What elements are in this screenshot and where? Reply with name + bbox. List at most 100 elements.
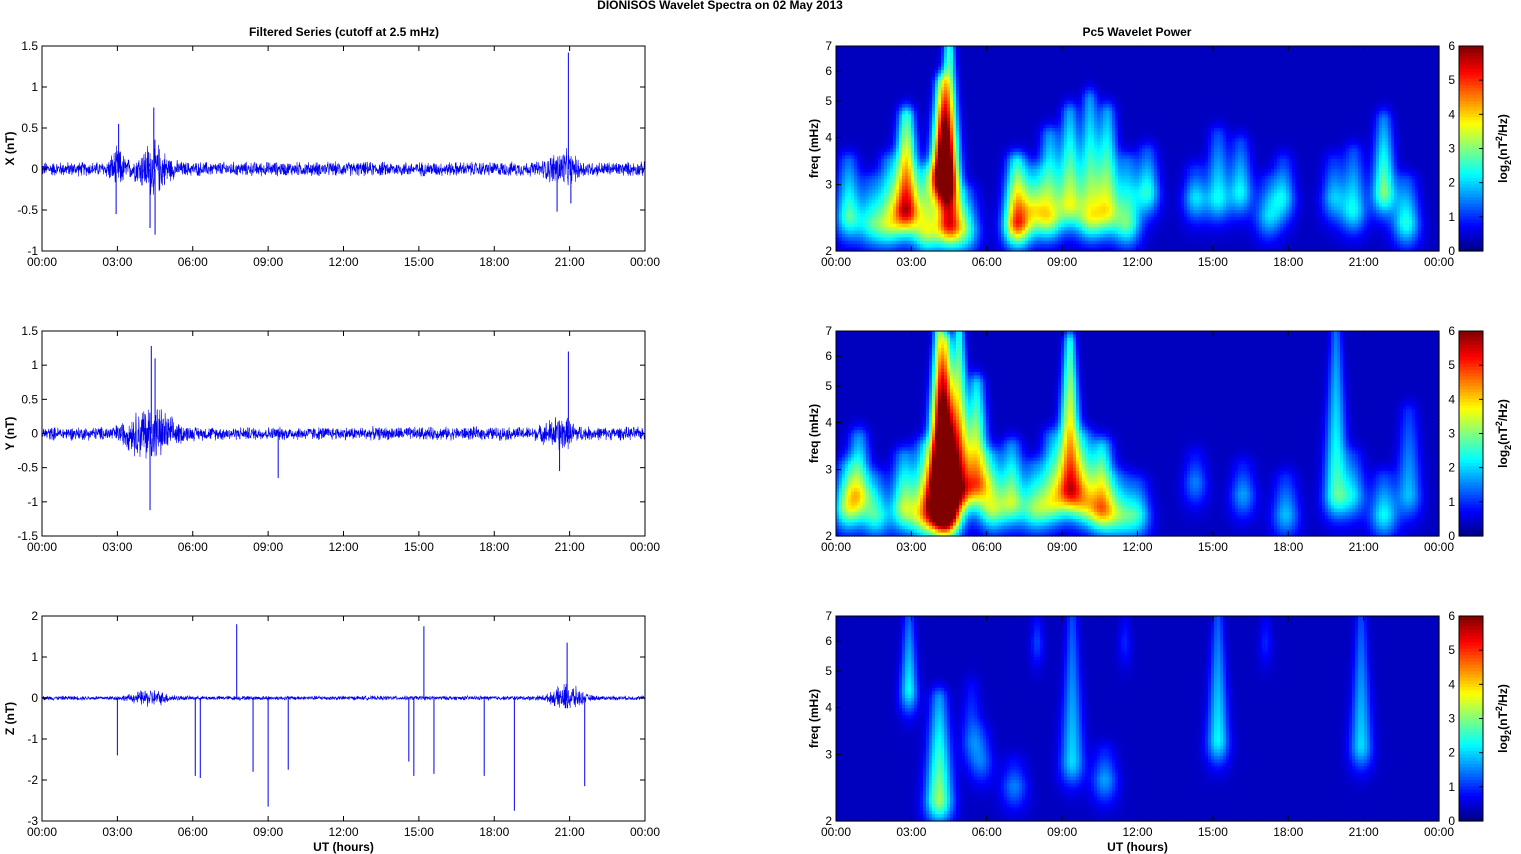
x-tick-label: 18:00 xyxy=(479,255,509,269)
x-tick-label: 21:00 xyxy=(555,825,585,839)
x-tick-label: 03:00 xyxy=(896,825,926,839)
x-tick-label: 12:00 xyxy=(1122,825,1152,839)
x-tick-label: 09:00 xyxy=(1047,825,1077,839)
x-tick-label: 21:00 xyxy=(1349,255,1379,269)
y-tick-label: 5 xyxy=(825,379,832,393)
y-tick-label: 1 xyxy=(31,80,38,94)
y-tick-label: 0 xyxy=(31,162,38,176)
colorbar-tick-label: 3 xyxy=(1448,427,1455,441)
x-tick-label: 15:00 xyxy=(1198,540,1228,554)
power-image xyxy=(836,331,1440,537)
y-axis-label: freq (mHz) xyxy=(807,689,821,748)
y-axis-label: freq (mHz) xyxy=(807,119,821,178)
x-tick-label: 12:00 xyxy=(328,825,358,839)
x-tick-label: 06:00 xyxy=(178,255,208,269)
x-tick-label: 18:00 xyxy=(1273,255,1303,269)
colorbar-tick-label: 1 xyxy=(1448,210,1455,224)
y-tick-label: -0.5 xyxy=(17,461,38,475)
colorbar-tick-label: 4 xyxy=(1448,677,1455,691)
x-tick-label: 09:00 xyxy=(253,540,283,554)
colorbar-tick-label: 3 xyxy=(1448,142,1455,156)
colorbar-step xyxy=(1459,616,1483,620)
y-series-panel: 1.510.50-0.5-1-1.500:00 03:00 06:00 09:00 12… xyxy=(3,324,660,554)
x-tick-label: 03:00 xyxy=(896,255,926,269)
x-tick-label: 03:00 xyxy=(102,255,132,269)
x-tick-label: 09:00 xyxy=(253,825,283,839)
y-tick-label: 0 xyxy=(31,427,38,441)
y-tick-label: -1 xyxy=(27,732,38,746)
x-tick-label: 21:00 xyxy=(1349,540,1379,554)
y-tick-label: 5 xyxy=(825,664,832,678)
left-column-title: Filtered Series (cutoff at 2.5 mHz) xyxy=(249,25,439,39)
y-axis-label: Y (nT) xyxy=(3,417,17,451)
colorbar-tick-label: 2 xyxy=(1448,461,1455,475)
x-tick-label: 03:00 xyxy=(896,540,926,554)
x-tick-label: 06:00 xyxy=(972,255,1002,269)
plot-area xyxy=(42,616,645,821)
y-tick-label: 2 xyxy=(31,609,38,623)
colorbar-tick-label: 6 xyxy=(1448,39,1455,53)
y-tick-label: -2 xyxy=(27,773,38,787)
y-tick-label: 6 xyxy=(825,634,832,648)
right-column-title: Pc5 Wavelet Power xyxy=(1083,25,1192,39)
y-tick-label: 4 xyxy=(825,701,832,715)
y-tick-label: 0 xyxy=(31,691,38,705)
x-series-panel: 1.510.50-0.5-100:00 03:00 06:00 09:00 12:00 1… xyxy=(3,39,660,269)
y-tick-label: 1 xyxy=(31,358,38,372)
y-axis-label: X (nT) xyxy=(3,132,17,166)
x-tick-label: 03:00 xyxy=(102,540,132,554)
y-tick-label: 1.5 xyxy=(21,39,38,53)
x-tick-label: 18:00 xyxy=(1273,540,1303,554)
x-tick-label: 15:00 xyxy=(1198,825,1228,839)
x-tick-label: 18:00 xyxy=(1273,825,1303,839)
figure-title: DIONISOS Wavelet Spectra on 02 May 2013 xyxy=(597,0,843,12)
x-tick-label: 09:00 xyxy=(253,255,283,269)
y-tick-label: 7 xyxy=(825,609,832,623)
y-tick-label: 3 xyxy=(825,748,832,762)
x-tick-label: 00:00 xyxy=(630,825,660,839)
colorbar-tick-label: 4 xyxy=(1448,392,1455,406)
colorbar-tick-label: 0 xyxy=(1448,244,1455,258)
y-tick-label: 0.5 xyxy=(21,121,38,135)
z-series-panel: 210-1-2-300:00 03:00 06:00 09:00 12:00 15:00 1… xyxy=(3,609,660,854)
x-tick-label: 12:00 xyxy=(328,540,358,554)
x-tick-label: 06:00 xyxy=(972,825,1002,839)
colorbar-step xyxy=(1459,331,1483,335)
x-tick-label: 00:00 xyxy=(821,825,851,839)
y-tick-label: 1.5 xyxy=(21,324,38,338)
y-tick-label: -0.5 xyxy=(17,203,38,217)
x-tick-label: 00:00 xyxy=(27,540,57,554)
x-axis-label: UT (hours) xyxy=(313,840,374,854)
x-tick-label: 09:00 xyxy=(1047,255,1077,269)
x-tick-label: 15:00 xyxy=(1198,255,1228,269)
x-axis-label: UT (hours) xyxy=(1107,840,1168,854)
colorbar-tick-label: 1 xyxy=(1448,780,1455,794)
colorbar-tick-label: 1 xyxy=(1448,495,1455,509)
x-tick-label: 00:00 xyxy=(821,540,851,554)
y-axis-label: Z (nT) xyxy=(3,702,17,735)
colorbar-tick-label: 0 xyxy=(1448,529,1455,543)
y-tick-label: 0.5 xyxy=(21,392,38,406)
colorbar-tick-label: 2 xyxy=(1448,746,1455,760)
plot-area xyxy=(42,46,645,251)
power-image xyxy=(836,616,1440,822)
x-tick-label: 00:00 xyxy=(27,825,57,839)
y-tick-label: 7 xyxy=(825,39,832,53)
x-tick-label: 15:00 xyxy=(404,255,434,269)
y-tick-label: 4 xyxy=(825,416,832,430)
x-tick-label: 00:00 xyxy=(27,255,57,269)
y-tick-label: 5 xyxy=(825,94,832,108)
x-tick-label: 21:00 xyxy=(1349,825,1379,839)
x-tick-label: 03:00 xyxy=(102,825,132,839)
x-tick-label: 12:00 xyxy=(1122,540,1152,554)
y-tick-label: 6 xyxy=(825,64,832,78)
z-spectrum-panel: 7 6 5 4 3 2 00:00 03:00 06:00 09:00 12:00 15:00 18:0… xyxy=(807,609,1454,854)
y-tick-label: 6 xyxy=(825,349,832,363)
x-tick-label: 18:00 xyxy=(479,540,509,554)
colorbar-tick-label: 5 xyxy=(1448,358,1455,372)
x-tick-label: 12:00 xyxy=(1122,255,1152,269)
y-tick-label: 1 xyxy=(31,650,38,664)
colorbar-tick-label: 3 xyxy=(1448,712,1455,726)
